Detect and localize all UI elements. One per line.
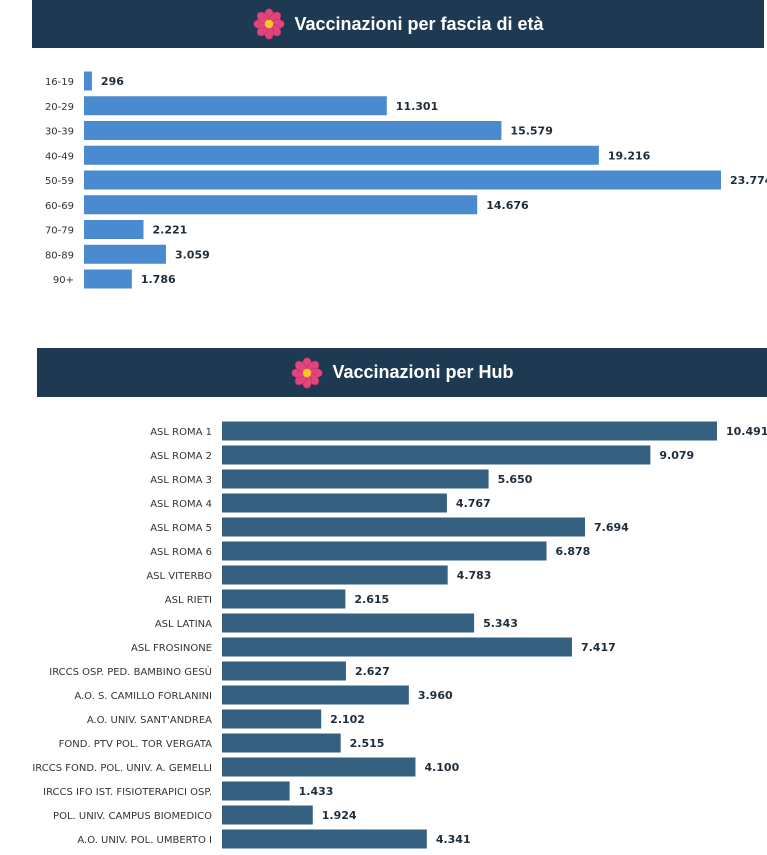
bar	[222, 637, 572, 657]
value-label: 3.059	[175, 248, 210, 261]
category-label: IRCCS FOND. POL. UNIV. A. GEMELLI	[32, 763, 212, 774]
bar	[84, 71, 92, 91]
bar	[222, 565, 448, 585]
bar	[84, 170, 721, 190]
value-label: 15.579	[510, 125, 552, 138]
flower-icon	[253, 8, 285, 40]
category-label: 50-59	[45, 176, 74, 187]
value-label: 10.491	[726, 425, 767, 438]
flower-icon	[291, 356, 324, 389]
bar	[222, 469, 489, 489]
bar	[84, 269, 132, 289]
category-label: 80-89	[45, 250, 74, 261]
bar	[84, 96, 387, 116]
value-label: 3.960	[418, 689, 453, 702]
bar	[222, 733, 341, 753]
value-label: 11.301	[396, 100, 438, 113]
category-label: A.O. UNIV. SANT'ANDREA	[87, 715, 212, 726]
bar	[222, 589, 346, 609]
bar	[222, 445, 651, 465]
category-label: ASL ROMA 2	[150, 451, 212, 462]
age-chart-banner: Vaccinazioni per fascia di età	[32, 0, 764, 48]
category-label: ASL FROSINONE	[131, 643, 212, 654]
hub-chart-banner: Vaccinazioni per Hub	[37, 348, 767, 397]
age-bar-chart: 16-19 296 20-29 11.301 30-39 15.579 40-49 19.21…	[45, 71, 767, 289]
bar	[84, 121, 502, 140]
bar	[222, 829, 427, 849]
bar	[222, 805, 313, 825]
bar	[84, 145, 599, 165]
value-label: 2.615	[354, 593, 389, 606]
bar	[222, 517, 586, 537]
value-label: 14.676	[486, 199, 529, 212]
value-label: 1.433	[299, 785, 334, 798]
category-label: 60-69	[45, 201, 74, 212]
bar	[222, 661, 346, 681]
value-label: 7.694	[594, 521, 629, 534]
value-label: 1.924	[322, 809, 357, 822]
bar	[222, 541, 547, 561]
category-label: ASL ROMA 3	[150, 475, 212, 486]
category-label: 30-39	[45, 127, 74, 138]
value-label: 4.783	[457, 569, 492, 582]
category-label: 20-29	[45, 102, 74, 113]
value-label: 19.216	[608, 149, 651, 162]
value-label: 2.221	[153, 224, 188, 237]
bar	[222, 781, 290, 801]
value-label: 4.341	[436, 833, 471, 846]
hub-bar-chart: ASL ROMA 1 10.491 ASL ROMA 2 9.079 ASL ROMA …	[32, 421, 767, 849]
category-label: POL. UNIV. CAMPUS BIOMEDICO	[53, 811, 212, 822]
value-label: 2.515	[350, 737, 385, 750]
value-label: 4.767	[456, 497, 491, 510]
category-label: IRCCS IFO IST. FISIOTERAPICI OSP.	[43, 787, 212, 798]
value-label: 23.774	[730, 174, 767, 187]
category-label: ASL LATINA	[155, 619, 212, 630]
bar	[84, 220, 144, 239]
age-chart-title: Vaccinazioni per fascia di età	[294, 13, 544, 34]
category-label: IRCCS OSP. PED. BAMBINO GESÙ	[49, 665, 212, 678]
category-label: ASL ROMA 1	[150, 427, 212, 438]
bar	[84, 195, 478, 215]
category-label: ASL VITERBO	[146, 571, 212, 582]
hub-chart-title: Vaccinazioni per Hub	[332, 362, 514, 382]
category-label: 70-79	[45, 226, 74, 237]
bar	[222, 421, 717, 441]
bar	[222, 757, 416, 777]
bar	[222, 685, 409, 705]
category-label: 40-49	[45, 151, 74, 162]
bar	[222, 493, 447, 513]
category-label: 16-19	[45, 77, 74, 88]
value-label: 1.786	[141, 273, 176, 286]
value-label: 9.079	[659, 449, 694, 462]
category-label: A.O. UNIV. POL. UMBERTO I	[77, 835, 212, 846]
category-label: ASL ROMA 4	[150, 499, 212, 510]
bar	[222, 709, 322, 729]
bar	[222, 613, 475, 633]
category-label: ASL RIETI	[165, 595, 212, 606]
value-label: 4.100	[424, 761, 459, 774]
bar	[84, 244, 166, 264]
category-label: A.O. S. CAMILLO FORLANINI	[74, 691, 212, 702]
value-label: 296	[101, 75, 124, 88]
category-label: ASL ROMA 5	[150, 523, 212, 534]
value-label: 2.627	[355, 665, 390, 678]
category-label: FOND. PTV POL. TOR VERGATA	[59, 739, 213, 750]
value-label: 5.343	[483, 617, 518, 630]
category-label: ASL ROMA 6	[150, 547, 212, 558]
value-label: 2.102	[330, 713, 365, 726]
value-label: 5.650	[498, 473, 533, 486]
value-label: 7.417	[581, 641, 616, 654]
category-label: 90+	[53, 275, 74, 286]
value-label: 6.878	[556, 545, 591, 558]
